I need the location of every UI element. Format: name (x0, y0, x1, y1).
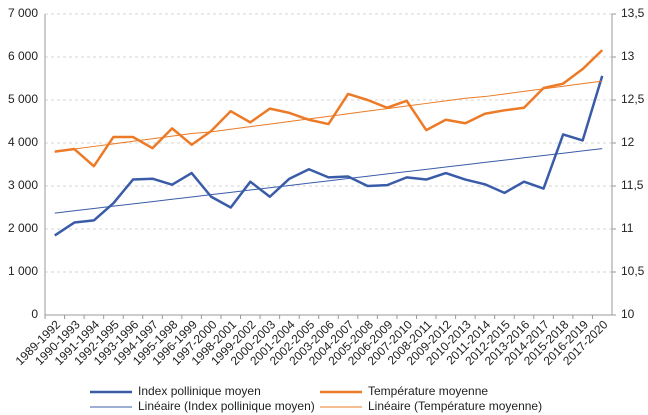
series-line (54, 80, 603, 153)
y2-tick-label: 12 (621, 135, 635, 149)
y-tick-label: 1 000 (8, 264, 38, 278)
y2-tick-label: 10,5 (621, 264, 645, 278)
series-line (54, 49, 604, 168)
y-tick-label: 7 000 (8, 6, 38, 20)
y2-tick-label: 10 (621, 307, 635, 321)
y2-tick-label: 11 (621, 221, 634, 235)
y-tick-label: 4 000 (8, 135, 38, 149)
y2-tick-label: 11,5 (621, 178, 644, 192)
y-tick-label: 5 000 (8, 92, 38, 106)
legend-label: Linéaire (Index pollinique moyen) (138, 399, 315, 413)
legend-label: Index pollinique moyen (138, 384, 261, 398)
legend-label: Linéaire (Température moyenne) (368, 399, 542, 413)
y2-tick-label: 13,5 (621, 6, 645, 20)
legend-label: Température moyenne (368, 384, 488, 398)
y-tick-label: 2 000 (8, 221, 38, 235)
y2-tick-label: 12,5 (621, 92, 645, 106)
series-line (54, 148, 603, 214)
y2-tick-label: 13 (621, 49, 635, 63)
y-tick-label: 0 (31, 307, 38, 321)
series-line (54, 75, 604, 237)
y-tick-label: 3 000 (8, 178, 38, 192)
y-tick-label: 6 000 (8, 49, 38, 63)
